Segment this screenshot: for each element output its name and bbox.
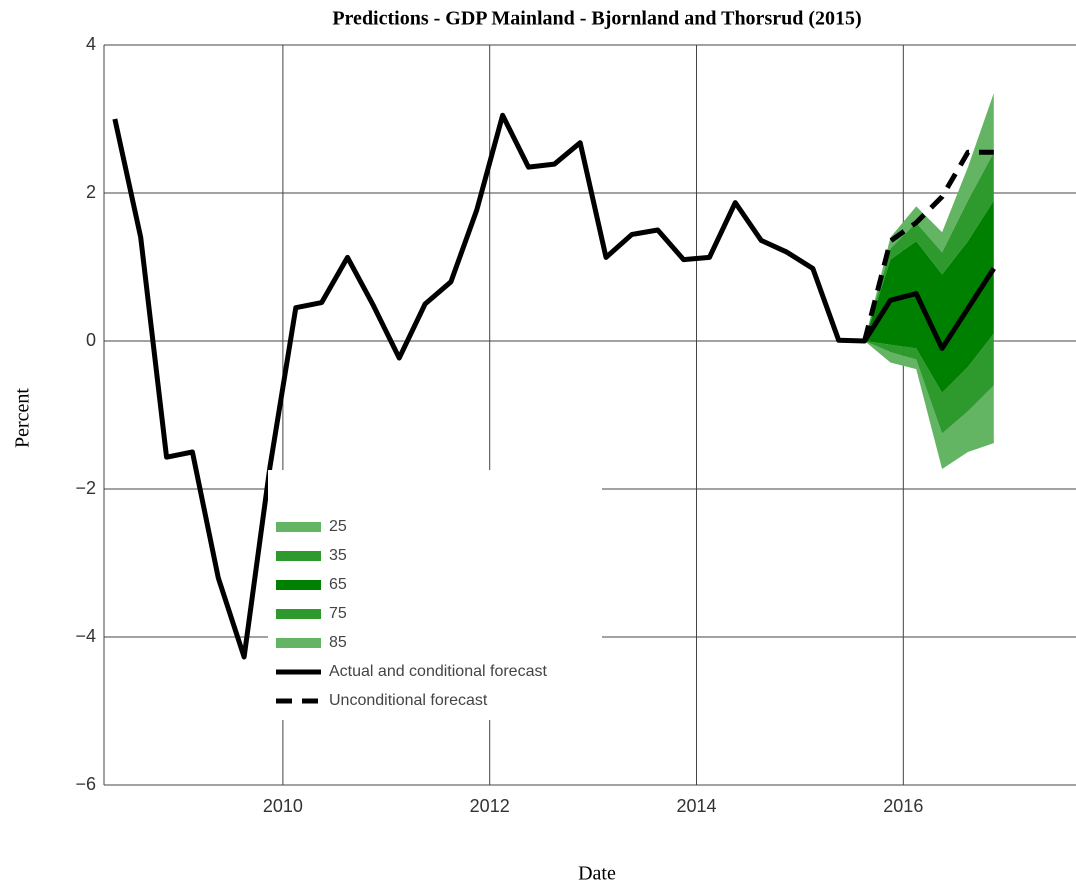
- series-line: [862, 149, 994, 342]
- x-tick-label: 2016: [883, 796, 923, 816]
- plot-area: [112, 93, 996, 660]
- legend-label: Actual and conditional forecast: [329, 663, 547, 680]
- y-tick-label: −4: [75, 626, 96, 646]
- band: [864, 341, 994, 470]
- y-axis-title: Percent: [12, 388, 34, 448]
- series-line: [112, 112, 996, 660]
- band: [864, 200, 994, 393]
- legend-swatch: [276, 580, 321, 590]
- legend-background: [268, 470, 602, 720]
- legend-label: 35: [329, 547, 347, 564]
- chart-title: Predictions - GDP Mainland - Bjornland a…: [332, 8, 861, 30]
- x-tick-label: 2012: [470, 796, 510, 816]
- legend-label: 25: [329, 518, 347, 535]
- y-tick-label: 0: [86, 330, 96, 350]
- grid: −6 −4 −2 0 2 4 2010 2012 2014 2016: [75, 34, 1076, 816]
- y-tick-label: −2: [75, 478, 96, 498]
- legend-swatch: [276, 551, 321, 561]
- legend-swatch: [276, 609, 321, 619]
- band: [864, 152, 994, 341]
- legend: 25 35 65 75 85 Actual and conditional forecas…: [268, 470, 602, 720]
- legend-swatch: [276, 638, 321, 648]
- legend-swatch: [276, 522, 321, 532]
- band: [864, 333, 994, 434]
- legend-label: 65: [329, 576, 347, 593]
- legend-label: Unconditional forecast: [329, 692, 488, 709]
- x-axis-title: Date: [578, 863, 616, 885]
- x-tick-label: 2014: [676, 796, 716, 816]
- y-tick-label: 2: [86, 182, 96, 202]
- legend-label: 75: [329, 605, 347, 622]
- y-tick-label: 4: [86, 34, 96, 54]
- y-tick-label: −6: [75, 774, 96, 794]
- legend-label: 85: [329, 634, 347, 651]
- x-tick-label: 2010: [263, 796, 303, 816]
